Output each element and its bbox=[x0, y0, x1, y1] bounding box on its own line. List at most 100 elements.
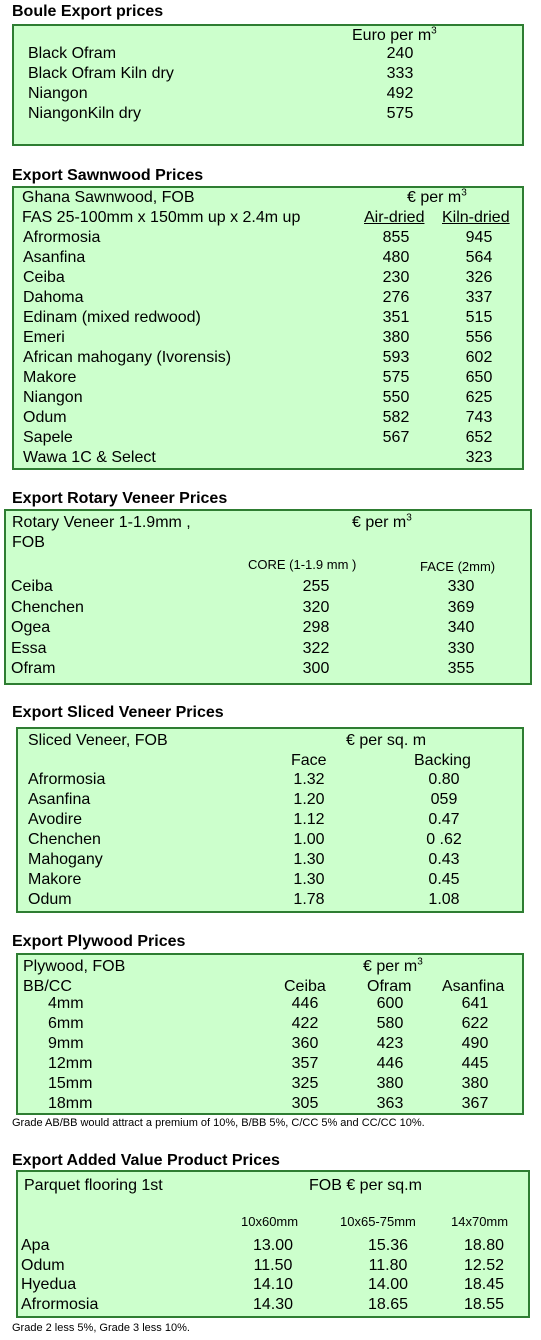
plywood-cell-ofram: 423 bbox=[376, 1035, 404, 1052]
sawnwood-cell-kiln: 564 bbox=[465, 249, 493, 266]
added-unit-header: FOB € per sq.m bbox=[309, 1177, 422, 1194]
sliced-col-face: Face bbox=[291, 752, 327, 769]
rotary-row-label: Ogea bbox=[11, 619, 51, 637]
sawnwood-cell-air: 380 bbox=[382, 329, 410, 346]
sliced-cell-backing: 0.47 bbox=[428, 811, 460, 828]
plywood-cell-asanfina: 490 bbox=[461, 1035, 489, 1052]
rotary-row-label: Essa bbox=[11, 639, 47, 657]
plywood-cell-ceiba: 325 bbox=[291, 1075, 319, 1092]
sliced-row-label: Mahogany bbox=[28, 851, 103, 868]
sawnwood-row-label: Ceiba bbox=[23, 269, 65, 286]
rotary-col-face: FACE (2mm) bbox=[420, 559, 496, 574]
added-table: Parquet flooring 1st FOB € per sq.m 10x6… bbox=[16, 1170, 530, 1318]
plywood-cell-ofram: 580 bbox=[376, 1015, 404, 1032]
plywood-cell-asanfina: 445 bbox=[461, 1055, 489, 1072]
added-cell-c: 12.52 bbox=[463, 1256, 505, 1274]
sliced-col-backing: Backing bbox=[414, 752, 471, 769]
plywood-row-label: 12mm bbox=[48, 1055, 93, 1072]
plywood-unit-label: € per m bbox=[363, 958, 418, 975]
rotary-unit-label: € per m bbox=[352, 514, 407, 531]
plywood-cell-ceiba: 422 bbox=[291, 1015, 319, 1032]
added-cell-b: 11.80 bbox=[368, 1256, 408, 1274]
rotary-header1: Rotary Veneer 1-1.9mm , bbox=[12, 514, 191, 531]
sawnwood-row-label: Sapele bbox=[23, 429, 73, 446]
rotary-col-core: CORE (1-1.9 mm ) bbox=[248, 557, 357, 572]
sliced-cell-backing: 0.43 bbox=[428, 851, 460, 868]
sawnwood-col-air: Air-dried bbox=[364, 209, 425, 226]
sliced-row-label: Avodire bbox=[28, 811, 82, 828]
added-cell-a: 14.30 bbox=[252, 1295, 294, 1313]
rotary-cell-face: 330 bbox=[447, 639, 475, 657]
added-cell-b: 15.36 bbox=[367, 1237, 409, 1254]
added-col-b: 10x65-75mm bbox=[340, 1214, 416, 1229]
plywood-cell-asanfina: 380 bbox=[461, 1075, 489, 1092]
rotary-unit-header: € per m3 bbox=[352, 513, 412, 533]
sliced-cell-face: 1.00 bbox=[293, 831, 325, 848]
sliced-cell-backing: 0.80 bbox=[428, 771, 460, 788]
sliced-cell-backing: 1.08 bbox=[428, 891, 460, 908]
added-cell-c: 18.80 bbox=[463, 1237, 505, 1254]
sawnwood-header2: FAS 25-100mm x 150mm up x 2.4m up bbox=[22, 209, 301, 226]
sawnwood-row-label: African mahogany (Ivorensis) bbox=[23, 349, 232, 366]
plywood-row-label: 4mm bbox=[48, 995, 84, 1012]
boule-cell-value: 575 bbox=[386, 105, 414, 122]
boule-cell-value: 333 bbox=[386, 65, 414, 82]
sliced-row-label: Chenchen bbox=[28, 831, 101, 848]
plywood-cell-asanfina: 367 bbox=[461, 1095, 489, 1112]
sawnwood-unit-sup: 3 bbox=[461, 187, 467, 199]
boule-cell-value: 240 bbox=[386, 45, 414, 62]
plywood-cell-ceiba: 357 bbox=[291, 1055, 319, 1072]
added-col-a: 10x60mm bbox=[241, 1214, 299, 1229]
plywood-cell-ceiba: 446 bbox=[291, 995, 319, 1012]
plywood-col-ceiba: Ceiba bbox=[284, 978, 326, 995]
sawnwood-cell-kiln: 625 bbox=[465, 389, 493, 406]
sawnwood-row-label: Makore bbox=[23, 369, 77, 386]
added-row-label: Afrormosia bbox=[21, 1295, 99, 1313]
rotary-cell-face: 330 bbox=[447, 578, 475, 595]
sawnwood-cell-kiln: 337 bbox=[465, 289, 493, 306]
added-col-c: 14x70mm bbox=[451, 1214, 509, 1229]
sawnwood-cell-air: 593 bbox=[382, 349, 410, 366]
sawnwood-cell-kiln: 650 bbox=[465, 369, 493, 386]
rotary-cell-core: 320 bbox=[302, 598, 330, 616]
added-note: Grade 2 less 5%, Grade 3 less 10%. bbox=[12, 1322, 190, 1334]
sliced-cell-backing: 0 .62 bbox=[426, 831, 462, 848]
plywood-unit-header: € per m3 bbox=[363, 957, 423, 977]
boule-row-label: Niangon bbox=[28, 85, 88, 102]
boule-table: Euro per m3 bbox=[12, 24, 524, 146]
sawnwood-unit-header: € per m3 bbox=[407, 188, 467, 208]
added-cell-a: 14.10 bbox=[252, 1276, 294, 1293]
sliced-cell-face: 1.12 bbox=[293, 811, 325, 828]
boule-title: Boule Export prices bbox=[12, 3, 164, 20]
plywood-header1: Plywood, FOB bbox=[23, 958, 126, 975]
plywood-row-label: 18mm bbox=[48, 1095, 93, 1112]
rotary-cell-core: 300 bbox=[302, 660, 330, 678]
plywood-col-asanfina: Asanfina bbox=[442, 978, 505, 995]
sawnwood-row-label: Niangon bbox=[23, 389, 83, 406]
rotary-cell-core: 298 bbox=[302, 619, 330, 637]
sawnwood-cell-air: 276 bbox=[382, 289, 410, 306]
rotary-cell-core: 255 bbox=[302, 578, 330, 595]
plywood-header2: BB/CC bbox=[23, 978, 72, 995]
plywood-title: Export Plywood Prices bbox=[12, 933, 186, 950]
sawnwood-row-label: Wawa 1C & Select bbox=[23, 449, 156, 466]
sawnwood-title: Export Sawnwood Prices bbox=[12, 167, 204, 184]
plywood-cell-ofram: 363 bbox=[376, 1095, 404, 1112]
sawnwood-cell-kiln: 515 bbox=[465, 309, 493, 326]
boule-row-label: Black Ofram Kiln dry bbox=[28, 65, 174, 82]
rotary-row-label: Ceiba bbox=[11, 578, 53, 595]
sawnwood-unit-label: € per m bbox=[407, 189, 462, 206]
rotary-unit-sup: 3 bbox=[406, 512, 412, 524]
sliced-cell-face: 1.20 bbox=[293, 791, 325, 808]
rotary-header1b: FOB bbox=[12, 534, 45, 551]
sliced-unit-header: € per sq. m bbox=[346, 732, 427, 749]
added-cell-b: 18.65 bbox=[367, 1295, 409, 1313]
rotary-row-label: Ofram bbox=[11, 660, 56, 678]
sawnwood-cell-air: 230 bbox=[382, 269, 410, 286]
boule-row-label: NiangonKiln dry bbox=[28, 105, 141, 122]
boule-unit-header: Euro per m3 bbox=[352, 26, 437, 46]
sawnwood-row-label: Edinam (mixed redwood) bbox=[23, 309, 201, 326]
sawnwood-cell-kiln: 323 bbox=[465, 449, 493, 466]
added-cell-a: 13.00 bbox=[252, 1237, 294, 1254]
plywood-cell-ofram: 600 bbox=[376, 995, 404, 1012]
